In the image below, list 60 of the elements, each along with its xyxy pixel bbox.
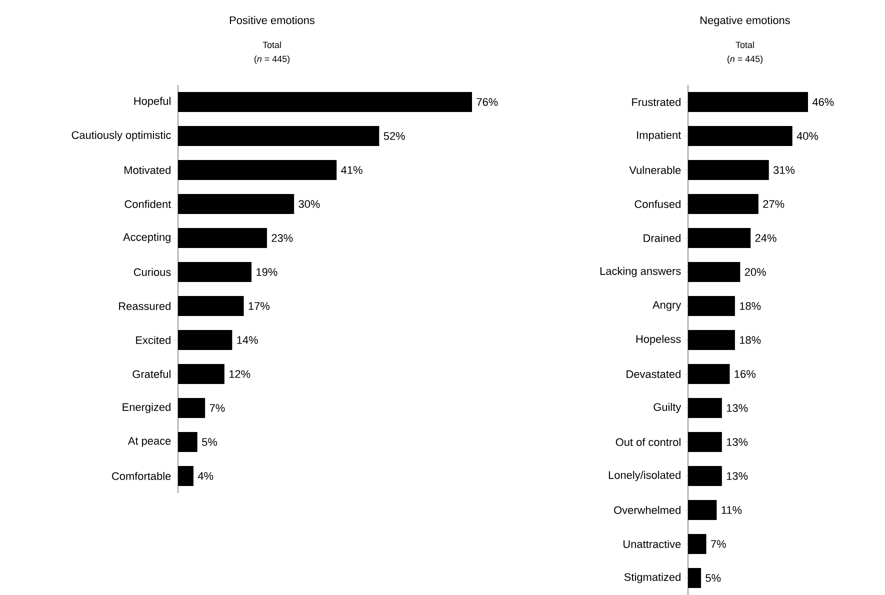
y-tick-label: Cautiously optimistic [72, 130, 171, 142]
data-label: 24% [755, 234, 776, 242]
y-tick-label: Excited [136, 336, 170, 344]
data-label: 5% [706, 574, 721, 582]
data-label: 20% [744, 268, 766, 276]
y-tick-label: Energized [122, 402, 170, 413]
data-label: 7% [210, 404, 225, 412]
y-tick-label: Hopeless [636, 334, 681, 346]
y-tick-label: Accepting [123, 232, 170, 243]
y-tick-label: Frustrated [632, 98, 680, 106]
data-label: 23% [272, 234, 293, 242]
data-label: 27% [763, 200, 784, 208]
y-tick-label: Confident [124, 200, 172, 208]
data-label: 18% [740, 302, 761, 310]
y-tick-label: Lacking answers [600, 266, 681, 278]
y-tick-label: Drained [644, 234, 680, 242]
data-label: 7% [711, 540, 726, 548]
y-tick-label: Lonely/isolated [608, 470, 680, 481]
data-label: 4% [198, 472, 214, 480]
y-tick-label: At peace [128, 437, 171, 447]
chart-title: Negative emotions [700, 16, 790, 26]
y-tick-label: Impatient [637, 130, 682, 142]
data-label: 17% [248, 302, 270, 310]
y-tick-label: Unattractive [624, 540, 681, 548]
chart-subtitle: Total [262, 41, 281, 48]
data-label: 19% [256, 268, 278, 276]
data-label: 41% [341, 166, 362, 174]
y-tick-label: Reassured [119, 302, 170, 310]
y-tick-label: Comfortable [112, 472, 171, 480]
y-tick-label: Stigmatized [624, 572, 680, 583]
y-tick-label: Guilty [654, 402, 682, 413]
data-label: 11% [722, 506, 742, 514]
y-tick-label: Grateful [132, 370, 170, 378]
y-tick-label: Vulnerable [629, 166, 681, 174]
data-label: 46% [812, 98, 834, 106]
y-tick-label: Confused [634, 200, 680, 208]
data-label: 12% [229, 370, 250, 378]
y-tick-label: Curious [134, 268, 171, 276]
y-tick-label: Hopeful [134, 96, 170, 108]
y-tick-label: Devastated [626, 370, 680, 378]
text: (n = 445) [727, 55, 763, 64]
y-tick-label: Motivated [124, 166, 170, 174]
y-tick-label: Overwhelmed [614, 506, 680, 514]
text: (n = 445) [254, 55, 290, 64]
data-label: 18% [740, 336, 761, 344]
data-label: 52% [384, 132, 405, 140]
data-label: 31% [773, 166, 795, 174]
data-label: 40% [796, 132, 818, 140]
data-label: 16% [734, 370, 756, 378]
y-tick-label: Out of control [616, 438, 680, 446]
chart-subtitle: Total [736, 41, 754, 48]
data-label: 30% [298, 200, 320, 208]
data-label: 13% [726, 404, 748, 412]
data-label: 14% [237, 336, 258, 344]
data-label: 76% [476, 98, 498, 106]
data-label: 13% [726, 438, 748, 446]
data-label: 13% [726, 472, 748, 480]
y-tick-label: Angry [652, 301, 682, 311]
chart-title: Positive emotions [230, 16, 315, 24]
data-label: 5% [202, 438, 217, 446]
